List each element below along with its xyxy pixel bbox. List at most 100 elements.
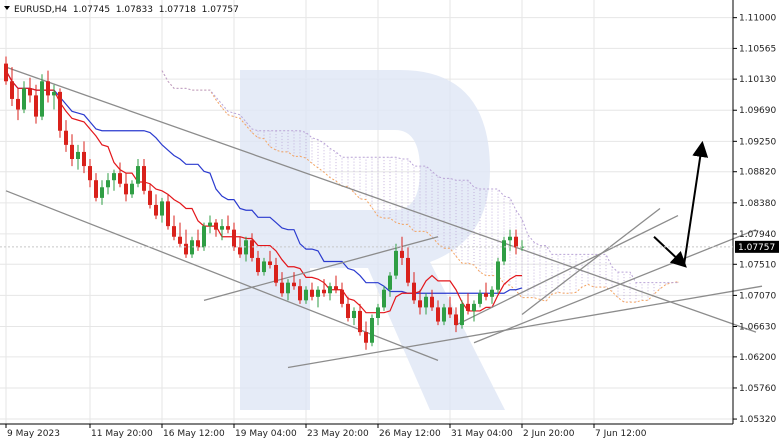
candle-body [466,303,470,311]
x-tick-label: 23 May 20:00 [307,429,369,439]
candle-body [196,240,200,248]
candle-body [214,222,218,230]
candle-body [94,180,98,198]
candle-body [436,307,440,322]
candle-body [124,183,128,195]
trend-line [5,66,757,333]
candle-body [418,300,422,308]
y-tick-label: 1.05760 [739,384,776,394]
candle-body [64,130,68,145]
candle-body [358,310,362,333]
candle-body [334,286,338,290]
x-tick-label: 7 Jun 12:00 [595,429,647,439]
candle-body [412,282,416,301]
candle-body [430,296,434,308]
candle-body [346,303,350,318]
y-tick-label: 1.06630 [739,322,776,332]
candle-body [76,151,80,159]
y-tick-label: 1.09250 [739,137,776,147]
trend-line [203,236,439,301]
candle-body [88,166,92,181]
candle-body [172,226,176,237]
candle-body [10,81,14,99]
candle-body [58,91,62,131]
candle-body [514,236,518,248]
y-tick-label: 1.06200 [739,353,776,363]
candle-body [256,257,260,273]
candle-body [184,243,188,255]
x-tick-label: 19 May 04:00 [235,429,297,439]
candle-body [82,151,86,167]
current-price-label-bg [735,240,779,253]
forecast-arrow [653,236,687,268]
chart-header: EURUSD,H4 1.07745 1.07833 1.07718 1.0775… [4,5,239,15]
candle-body [460,303,464,326]
x-tick-label: 9 May 2023 [7,429,60,439]
ichimoku-cloud [161,70,679,303]
candle-body [40,81,44,117]
candle-body [322,289,326,294]
x-tick-label: 26 May 12:00 [379,429,441,439]
candle-body [400,250,404,258]
candle-body [34,95,38,117]
candle-body [424,296,428,308]
candle-body [292,282,296,287]
candle-body [370,318,374,343]
current-price-label: 1.07757 [738,243,775,253]
candle-body [226,226,230,230]
candle-body [112,173,116,181]
forecast-arrow [683,140,709,266]
candle-body [154,204,158,216]
candle-body [298,286,302,301]
candle-body [484,293,488,297]
y-tick-label: 1.07940 [739,230,776,240]
candle-body [238,247,242,255]
candle-body [22,88,26,110]
time-axis: 9 May 2023 11 May 20:00 16 May 12:00 19 May… [5,424,647,439]
y-tick-label: 1.09690 [739,106,776,116]
symbol-dropdown-icon[interactable] [4,6,10,10]
candle-body [52,91,56,96]
candle-body [136,166,140,184]
candle-body [508,236,512,241]
candle-body [364,332,368,343]
candle-body [388,275,392,290]
candle-body [160,201,164,216]
senkou-span-a-line [161,70,679,303]
y-tick-label: 1.11000 [739,14,776,24]
current-price-marker: 1.07757 [0,240,779,253]
candle-body [232,229,236,248]
trend-line [473,229,757,344]
kijun-sen-line [5,70,523,294]
candle-body [316,289,320,297]
candle-body [70,144,74,159]
y-tick-label: 1.10130 [739,75,776,85]
candle-body [46,81,50,96]
candle-body [448,307,452,315]
candle-body [130,183,134,195]
x-tick-label: 2 Jun 20:00 [523,429,575,439]
candle-body [178,236,182,244]
candle-body [376,307,380,318]
price-axis: 1.11000 1.10565 1.10130 1.09690 1.09250 1.088… [733,14,776,425]
candle-body [352,310,356,318]
y-tick-label: 1.07070 [739,291,776,301]
candle-body [310,289,314,297]
candle-body [208,222,212,227]
y-tick-label: 1.08820 [739,168,776,178]
candle-body [220,226,224,230]
candle-body [100,187,104,198]
candle-body [382,289,386,308]
y-tick-label: 1.08380 [739,199,776,209]
trend-line [287,285,763,369]
ichimoku-lines [5,70,523,314]
y-tick-label: 1.05320 [739,415,776,425]
candle-body [280,282,284,294]
candle-body [406,257,410,283]
senkou-span-b-line [161,70,678,284]
candle-body [328,286,332,294]
candlesticks [4,56,524,350]
candle-body [274,265,278,283]
candle-body [304,289,308,301]
